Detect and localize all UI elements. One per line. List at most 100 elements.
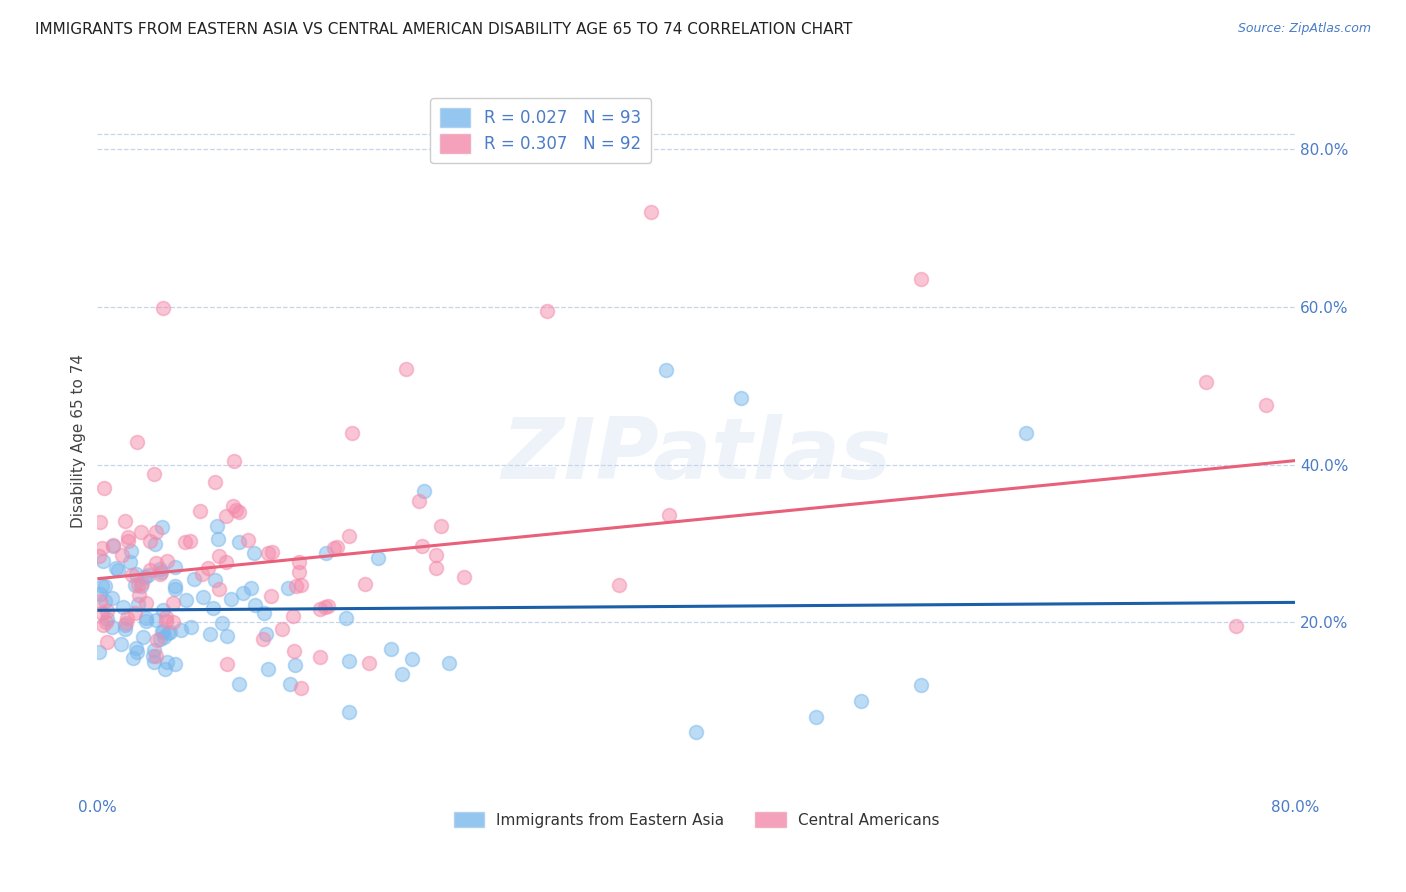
Point [322,541,344,555]
Point [225,503,247,517]
Point [685,725,707,739]
Point [1254,399,1277,413]
Point [142,648,165,663]
Point [157,625,180,640]
Point [156,655,179,669]
Legend: Immigrants from Eastern Asia, Central Americans: Immigrants from Eastern Asia, Central Am… [447,805,945,834]
Point [640,205,662,219]
Point [308,602,330,616]
Point [1225,619,1247,633]
Point [280,677,302,691]
Point [655,363,678,377]
Point [259,589,281,603]
Point [262,545,284,559]
Point [121,568,143,582]
Point [252,632,274,646]
Point [139,533,162,548]
Point [309,650,332,665]
Point [179,533,201,548]
Point [125,567,148,582]
Point [87,549,110,564]
Text: Source: ZipAtlas.com: Source: ZipAtlas.com [1237,22,1371,36]
Point [89,515,111,529]
Point [288,565,311,579]
Point [114,514,136,528]
Point [107,563,129,577]
Point [337,654,360,668]
Point [391,666,413,681]
Point [730,391,752,405]
Point [135,611,157,625]
Point [217,657,239,671]
Point [125,645,148,659]
Point [132,630,155,644]
Point [124,578,146,592]
Point [111,600,134,615]
Point [91,554,114,568]
Point [607,578,630,592]
Point [87,645,110,659]
Point [114,618,136,632]
Point [117,534,139,549]
Point [239,581,262,595]
Point [146,633,169,648]
Point [163,559,186,574]
Point [245,598,267,612]
Y-axis label: Disability Age 65 to 74: Disability Age 65 to 74 [72,354,86,528]
Point [163,582,186,596]
Point [222,500,245,514]
Point [183,573,205,587]
Point [90,541,112,556]
Point [180,620,202,634]
Point [125,640,148,655]
Point [94,594,117,608]
Point [211,616,233,631]
Point [136,568,159,582]
Point [215,629,238,643]
Point [290,681,312,696]
Point [90,579,112,593]
Point [256,545,278,559]
Point [337,706,360,720]
Point [94,615,117,629]
Point [232,586,254,600]
Text: IMMIGRANTS FROM EASTERN ASIA VS CENTRAL AMERICAN DISABILITY AGE 65 TO 74 CORRELA: IMMIGRANTS FROM EASTERN ASIA VS CENTRAL … [35,22,852,37]
Point [101,619,124,633]
Point [806,709,828,723]
Point [152,301,174,316]
Point [93,481,115,495]
Point [198,627,221,641]
Point [170,623,193,637]
Point [401,652,423,666]
Point [214,555,236,569]
Point [114,622,136,636]
Point [122,651,145,665]
Point [152,625,174,640]
Point [205,519,228,533]
Point [149,566,172,581]
Point [910,678,932,692]
Point [219,592,242,607]
Point [340,425,363,440]
Point [101,540,124,554]
Point [285,580,308,594]
Point [89,587,111,601]
Point [326,540,349,554]
Point [191,567,214,582]
Point [124,606,146,620]
Point [155,610,177,624]
Point [91,618,114,632]
Point [395,361,418,376]
Point [152,602,174,616]
Point [257,662,280,676]
Point [453,570,475,584]
Point [115,615,138,630]
Point [159,624,181,639]
Point [145,524,167,539]
Point [359,656,381,670]
Point [120,544,142,558]
Point [142,643,165,657]
Point [354,577,377,591]
Point [93,579,115,593]
Point [314,599,336,614]
